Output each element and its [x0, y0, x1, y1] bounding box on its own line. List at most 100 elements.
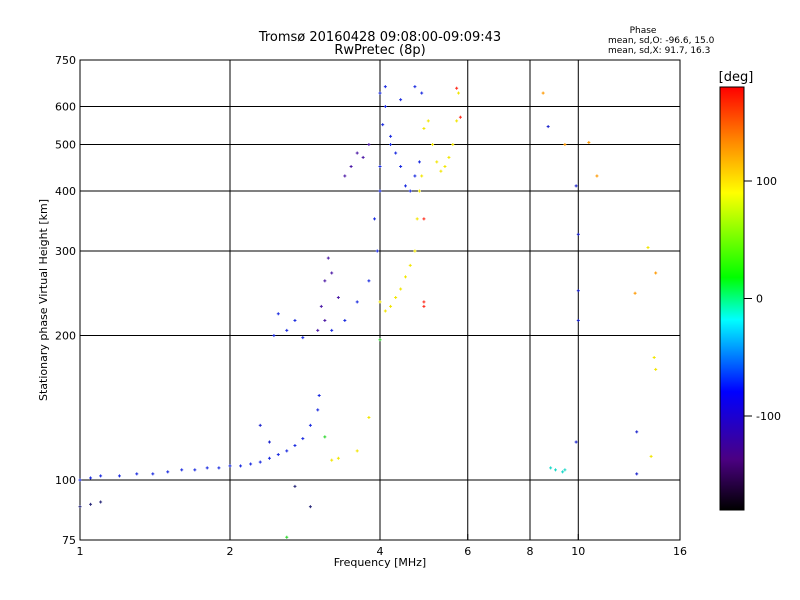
data-point: [415, 217, 419, 221]
data-point: [426, 119, 430, 123]
chart-subtitle: RwPretec (8p): [334, 43, 425, 58]
data-point: [378, 164, 382, 168]
y-tick-label: 100: [55, 474, 76, 487]
data-point: [646, 246, 650, 250]
data-point: [293, 484, 297, 488]
data-point: [389, 134, 393, 138]
data-point: [546, 125, 550, 129]
axis-ticks: 1 2 4 6 8 10 16 75 100 200 300 400 500 600 750: [55, 54, 687, 558]
data-point: [117, 474, 121, 478]
data-point: [258, 423, 262, 427]
data-point: [99, 474, 103, 478]
data-point: [649, 454, 653, 458]
data-point: [378, 338, 382, 342]
x-tick-label: 6: [464, 545, 471, 558]
data-point: [576, 232, 580, 236]
data-point: [654, 367, 658, 371]
data-point: [563, 468, 567, 472]
phase-heading: Phase: [630, 26, 657, 36]
data-point: [574, 440, 578, 444]
data-point: [330, 458, 334, 462]
data-point: [587, 140, 591, 144]
data-point: [403, 184, 407, 188]
data-point: [316, 408, 320, 412]
data-point: [355, 300, 359, 304]
data-point: [399, 98, 403, 102]
data-point: [422, 126, 426, 130]
data-point: [439, 169, 443, 173]
data-point: [447, 155, 451, 159]
phase-line-x: mean, sd,X: 91.7, 16.3: [608, 46, 710, 56]
data-point: [455, 119, 459, 123]
data-point: [336, 296, 340, 300]
data-point: [413, 249, 417, 253]
data-point: [285, 535, 289, 539]
x-tick-label: 1: [77, 545, 84, 558]
y-tick-label: 750: [55, 54, 76, 67]
data-point: [408, 263, 412, 267]
data-point: [417, 160, 421, 164]
data-point: [89, 502, 93, 506]
data-point: [135, 472, 139, 476]
data-point: [308, 505, 312, 509]
data-point: [323, 279, 327, 283]
data-point: [319, 304, 323, 308]
y-tick-label: 300: [55, 245, 76, 258]
data-point: [417, 189, 421, 193]
y-tick-label: 400: [55, 185, 76, 198]
colorbar-tick-label: -100: [756, 410, 781, 423]
data-point: [349, 164, 353, 168]
y-tick-label: 75: [62, 534, 76, 547]
data-point: [323, 435, 327, 439]
y-tick-label: 500: [55, 139, 76, 152]
phase-line-o: mean, sd,O: -96.6, 15.0: [608, 36, 715, 46]
colorbar: [719, 86, 745, 511]
data-point: [343, 318, 347, 322]
data-point: [563, 143, 567, 147]
data-point: [367, 143, 371, 147]
data-point: [99, 500, 103, 504]
data-point: [541, 91, 545, 95]
data-point: [378, 189, 382, 193]
data-point: [399, 287, 403, 291]
data-point: [326, 256, 330, 260]
data-point: [217, 466, 221, 470]
data-point: [561, 470, 565, 474]
x-tick-label: 16: [673, 545, 687, 558]
data-point: [343, 174, 347, 178]
data-point: [422, 304, 426, 308]
data-point: [267, 456, 271, 460]
data-point: [635, 472, 639, 476]
data-point: [78, 478, 82, 482]
data-point: [394, 296, 398, 300]
data-point: [89, 476, 93, 480]
data-point: [267, 440, 271, 444]
data-point: [413, 174, 417, 178]
data-point: [293, 444, 297, 448]
data-point: [375, 249, 379, 253]
data-point: [276, 312, 280, 316]
data-point: [258, 460, 262, 464]
data-point: [285, 328, 289, 332]
x-tick-label: 4: [377, 545, 384, 558]
data-point: [272, 334, 276, 338]
data-point: [249, 462, 253, 466]
data-point: [316, 328, 320, 332]
data-point: [285, 449, 289, 453]
data-point: [383, 85, 387, 89]
data-point: [394, 151, 398, 155]
data-point: [654, 271, 658, 275]
data-point: [301, 437, 305, 441]
data-point: [301, 336, 305, 340]
colorbar-ticks: 100 0 -100: [744, 175, 781, 423]
data-point: [78, 505, 82, 509]
data-point: [422, 300, 426, 304]
data-point: [373, 217, 377, 221]
data-point: [652, 355, 656, 359]
data-point: [389, 143, 393, 147]
x-tick-label: 8: [527, 545, 534, 558]
data-point: [431, 143, 435, 147]
data-point: [330, 271, 334, 275]
colorbar-label: [deg]: [719, 70, 754, 85]
colorbar-tick-label: 0: [756, 293, 763, 306]
